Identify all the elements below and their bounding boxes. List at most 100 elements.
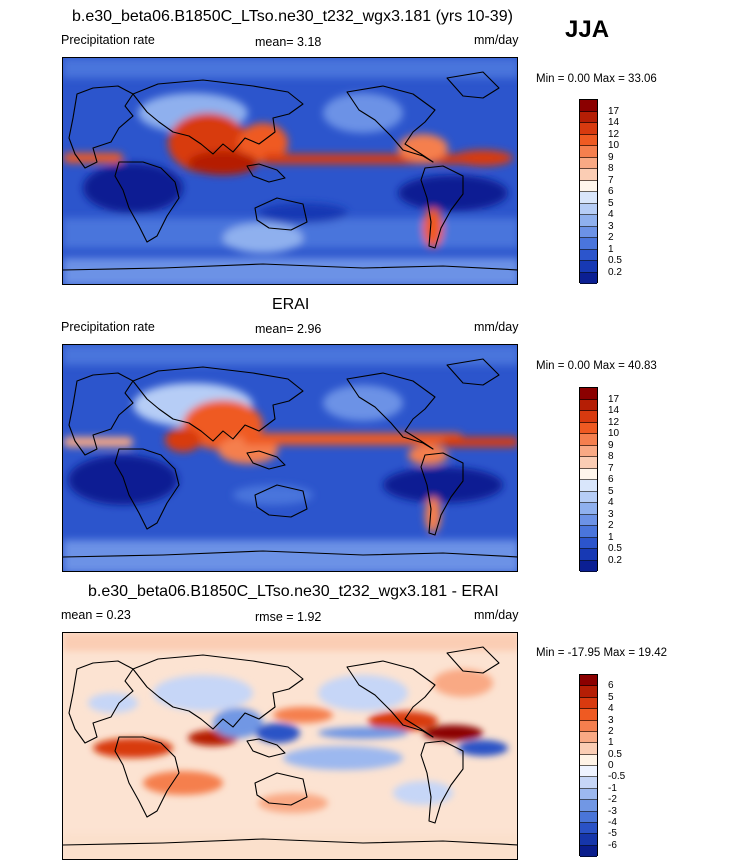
panel3-colorbar-swatch-2 — [580, 686, 597, 698]
panel1-colorbar-swatch-11 — [580, 215, 597, 227]
panel1-title: b.e30_beta06.B1850C_LTso.ne30_t232_wgx3.… — [72, 8, 513, 25]
panel3-colorbar-swatch-9 — [580, 766, 597, 778]
panel3-minmax: Min = -17.95 Max = 19.42 — [536, 647, 668, 659]
panel1-colorbar-tick-6: 8 — [608, 163, 614, 174]
panel2-colorbar — [579, 387, 598, 572]
panel2-colorbar-swatch-7 — [580, 457, 597, 469]
panel3-colorbar-swatch-4 — [580, 709, 597, 721]
panel1-coastlines — [63, 71, 517, 271]
panel3-colorbar-tick-12: -3 — [608, 805, 617, 817]
panel2-colorbar-tick-13: 1 — [608, 531, 614, 543]
panel2-colorbar-swatch-11 — [580, 503, 597, 515]
panel3-colorbar-tick-13: -4 — [608, 816, 617, 828]
panel1-colorbar-swatch-13 — [580, 238, 597, 250]
panel1-minmax: Min = 0.00 Max = 33.06 — [536, 73, 657, 85]
panel2-colorbar-tick-15: 0.2 — [608, 554, 622, 566]
panel3-colorbar-swatch-12 — [580, 800, 597, 812]
panel1-colorbar-tick-15: 0.2 — [608, 266, 622, 278]
panel1-colorbar-tick-5: 9 — [608, 151, 614, 163]
panel3-colorbar-tick-1: 6 — [608, 680, 614, 692]
panel3-colorbar-swatch-16 — [580, 845, 597, 857]
panel3-colorbar-swatch-11 — [580, 788, 597, 801]
panel3-colorbar-tick-2: 5 — [608, 691, 614, 703]
panel2-colorbar-tick-5: 9 — [608, 439, 614, 451]
panel2-coastlines — [63, 358, 517, 558]
panel2-colorbar-tick-1: 17 — [608, 393, 620, 405]
panel3-colorbar-swatch-15 — [580, 834, 597, 846]
panel1-colorbar-tick-3: 12 — [608, 128, 620, 140]
panel3-colorbar-tick-5: 2 — [608, 725, 614, 737]
panel3-colorbar — [579, 674, 598, 857]
panel1-colorbar-tick-8: 6 — [608, 186, 614, 197]
panel2-colorbar-tick-8: 6 — [608, 474, 614, 485]
panel1-colorbar-tick-2: 14 — [608, 117, 620, 128]
season-label: JJA — [565, 16, 610, 43]
panel3-colorbar-swatch-5 — [580, 720, 597, 732]
panel2-colorbar-swatch-10 — [580, 491, 597, 503]
panel2-colorbar-tick-2: 14 — [608, 405, 620, 416]
panel3-map — [62, 632, 518, 860]
panel2-colorbar-swatch-15 — [580, 549, 597, 561]
panel3-colorbar-tick-7: 0.5 — [608, 748, 622, 760]
panel2-colorbar-swatch-2 — [580, 399, 597, 411]
panel1-mean: mean= 3.18 — [255, 35, 322, 49]
panel3-colorbar-tick-14: -5 — [608, 828, 617, 840]
panel2-colorbar-swatch-9 — [580, 480, 597, 492]
panel1-colorbar-tick-9: 5 — [608, 197, 614, 209]
panel1-colorbar-tick-4: 10 — [608, 140, 620, 151]
panel2-map — [62, 344, 518, 572]
panel1-colorbar-swatch-2 — [580, 111, 597, 123]
panel3-colorbar-tick-9: -0.5 — [608, 771, 626, 783]
panel2-colorbar-tick-6: 8 — [608, 451, 614, 462]
panel2-colorbar-swatch-6 — [580, 445, 597, 457]
panel3-title: b.e30_beta06.B1850C_LTso.ne30_t232_wgx3.… — [88, 583, 499, 600]
panel1-map — [62, 57, 518, 285]
panel2-colorbar-tick-10: 4 — [608, 497, 614, 508]
panel3-colorbar-tick-3: 4 — [608, 703, 614, 715]
panel3-colorbar-tick-6: 1 — [608, 737, 614, 749]
panel2-colorbar-tick-3: 12 — [608, 416, 620, 428]
panel2-colorbar-swatch-16 — [580, 560, 597, 572]
panel3-coastlines — [63, 646, 517, 846]
panel1-colorbar-swatch-10 — [580, 203, 597, 215]
panel1-colorbar-swatch-12 — [580, 226, 597, 238]
panel1-units: mm/day — [474, 33, 519, 47]
panel3-colorbar-tick-8: 0 — [608, 760, 614, 771]
panel3-colorbar-tick-4: 3 — [608, 714, 614, 726]
panel3-colorbar-swatch-1 — [580, 675, 597, 687]
panel1-colorbar-tick-1: 17 — [608, 105, 620, 117]
panel1-colorbar-swatch-7 — [580, 169, 597, 181]
panel2-variable-label: Precipitation rate — [61, 320, 155, 334]
panel3-colorbar-swatch-14 — [580, 822, 597, 835]
panel2-colorbar-tick-7: 7 — [608, 462, 614, 474]
panel1-colorbar-tick-12: 2 — [608, 232, 614, 243]
panel2-colorbar-tick-14: 0.5 — [608, 543, 622, 554]
panel2-colorbar-tick-4: 10 — [608, 428, 620, 439]
panel3-colorbar-tick-10: -1 — [608, 782, 617, 794]
panel2-colorbar-tick-12: 2 — [608, 520, 614, 531]
panel1-colorbar-tick-14: 0.5 — [608, 255, 622, 266]
panel3-rmse: rmse = 1.92 — [255, 610, 322, 624]
panel2-colorbar-swatch-14 — [580, 537, 597, 549]
panel2-colorbar-swatch-3 — [580, 411, 597, 423]
panel3-colorbar-swatch-6 — [580, 731, 597, 744]
panel2-colorbar-swatch-1 — [580, 388, 597, 400]
panel1-colorbar-swatch-6 — [580, 157, 597, 169]
panel3-colorbar-swatch-8 — [580, 754, 597, 766]
panel1-colorbar-swatch-3 — [580, 123, 597, 135]
panel2-colorbar-swatch-5 — [580, 434, 597, 446]
panel2-colorbar-tick-9: 5 — [608, 485, 614, 497]
panel3-colorbar-swatch-13 — [580, 811, 597, 823]
panel1-colorbar-swatch-5 — [580, 146, 597, 158]
panel1-colorbar-swatch-1 — [580, 100, 597, 112]
panel2-colorbar-swatch-8 — [580, 468, 597, 480]
panel1-colorbar-swatch-16 — [580, 272, 597, 284]
panel1-colorbar-swatch-8 — [580, 180, 597, 192]
panel1-colorbar-swatch-15 — [580, 261, 597, 273]
panel3-units: mm/day — [474, 608, 519, 622]
panel2-minmax: Min = 0.00 Max = 40.83 — [536, 360, 657, 372]
panel1-colorbar — [579, 99, 598, 284]
panel1-colorbar-tick-13: 1 — [608, 243, 614, 255]
panel2-colorbar-swatch-12 — [580, 514, 597, 526]
panel2-colorbar-tick-11: 3 — [608, 508, 614, 520]
